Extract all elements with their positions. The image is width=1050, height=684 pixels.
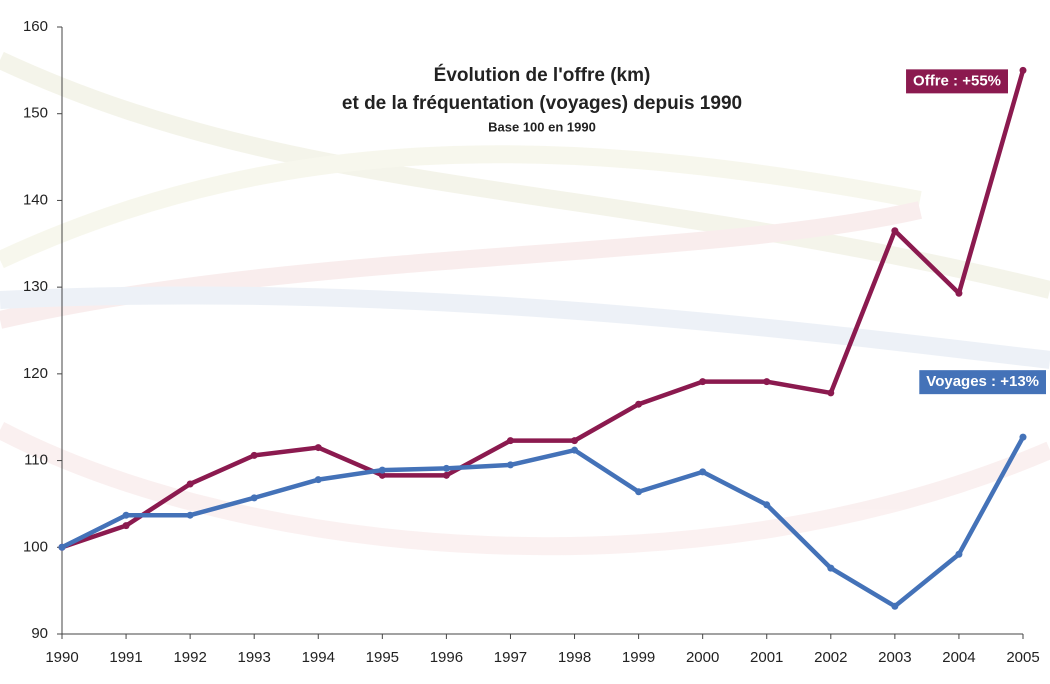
point — [250, 494, 258, 502]
x-tick-label: 1996 — [430, 649, 463, 666]
point — [955, 289, 963, 297]
point — [442, 471, 450, 479]
x-tick-label: 2001 — [750, 649, 783, 666]
x-tick-label: 2000 — [686, 649, 719, 666]
point — [571, 446, 579, 454]
point — [250, 451, 258, 459]
x-tick-label: 1993 — [238, 649, 271, 666]
series-label-box — [906, 69, 1008, 94]
x-tick-label: 1995 — [366, 649, 399, 666]
point — [891, 602, 899, 610]
x-tick-label: 1998 — [558, 649, 591, 666]
point — [314, 444, 322, 452]
point — [699, 378, 707, 386]
background-swirls — [0, 51, 1050, 556]
y-tick-label: 140 — [23, 191, 48, 208]
chart-subtitle: Base 100 en 1990 — [488, 119, 596, 134]
point — [506, 437, 514, 445]
series-line — [61, 69, 1026, 550]
y-tick-label: 110 — [24, 452, 48, 469]
series-label-text: Offre : +55% — [913, 72, 1001, 89]
point — [58, 543, 66, 551]
point — [827, 389, 835, 397]
x-tick-label: 1992 — [173, 649, 206, 666]
point — [378, 471, 386, 479]
x-tick-label: 1990 — [45, 649, 78, 666]
x-tick-label: 1999 — [622, 649, 655, 666]
x-tick-label: 1994 — [302, 649, 335, 666]
point — [891, 227, 899, 235]
x-tick-label: 1997 — [494, 649, 527, 666]
point — [506, 461, 514, 469]
y-tick-label: 120 — [23, 365, 48, 382]
point — [314, 476, 322, 484]
point — [186, 480, 194, 488]
series-label-text: Voyages : +13% — [926, 373, 1039, 390]
x-tick-label: 2004 — [942, 649, 975, 666]
x-tick-label: 2005 — [1006, 649, 1039, 666]
point — [699, 468, 707, 476]
chart-title: Évolution de l'offre (km) — [434, 64, 651, 86]
point — [1019, 66, 1027, 74]
point — [378, 466, 386, 474]
series-label-box — [919, 370, 1046, 395]
point — [763, 378, 771, 386]
point — [635, 488, 643, 496]
point — [186, 511, 194, 519]
x-tick-label: 1991 — [109, 649, 142, 666]
y-tick-label: 90 — [31, 625, 48, 642]
point — [442, 464, 450, 472]
point — [763, 501, 771, 509]
y-tick-label: 160 — [23, 18, 48, 35]
series-line — [60, 436, 1025, 609]
point — [122, 522, 130, 530]
chart-title-line2: et de la fréquentation (voyages) depuis … — [342, 93, 742, 114]
y-tick-label: 130 — [23, 278, 48, 295]
x-tick-label: 2003 — [878, 649, 911, 666]
point — [955, 550, 963, 558]
y-tick-label: 100 — [23, 538, 48, 555]
series-label: Offre : +55% — [906, 69, 1008, 94]
point — [571, 437, 579, 445]
point — [827, 564, 835, 572]
series-label: Voyages : +13% — [919, 370, 1046, 395]
y-tick-label: 150 — [23, 105, 48, 122]
point — [122, 511, 130, 519]
point — [635, 400, 643, 408]
point — [1019, 433, 1027, 441]
x-tick-label: 2002 — [814, 649, 847, 666]
